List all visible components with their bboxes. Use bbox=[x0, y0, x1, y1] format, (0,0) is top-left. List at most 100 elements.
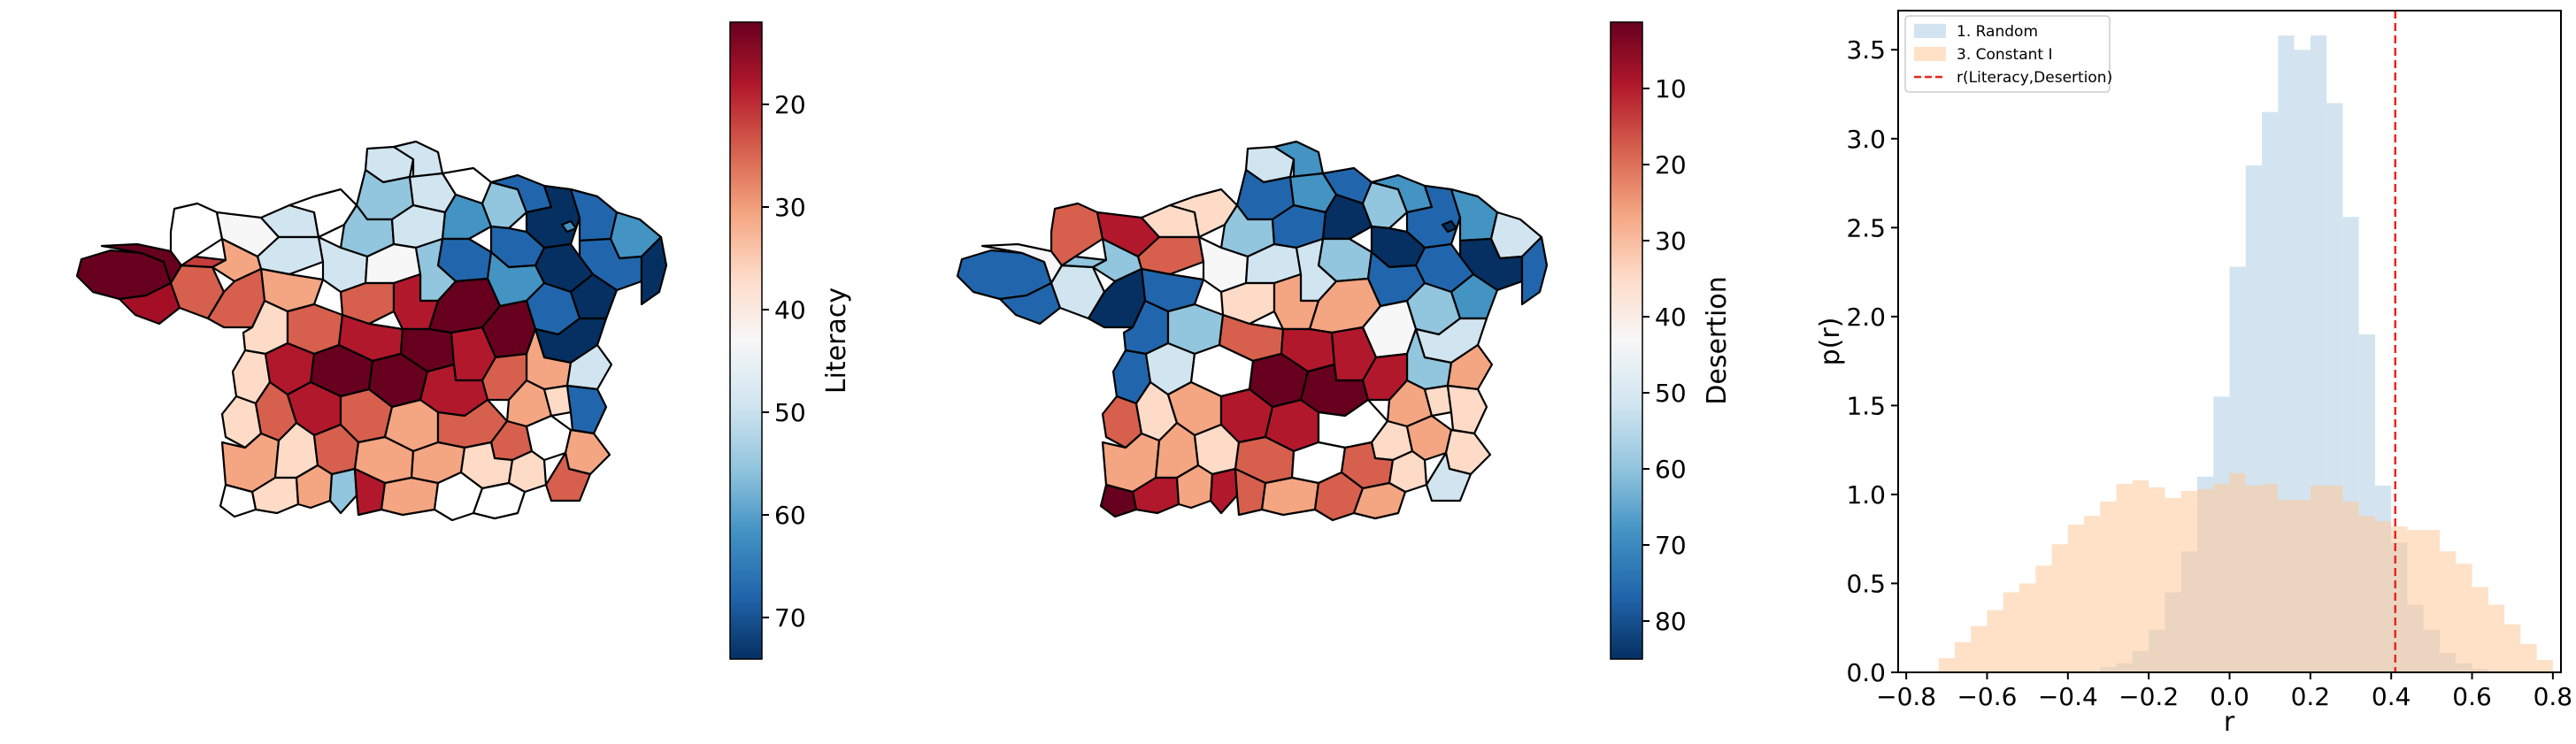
y-tick-label: 2.0 bbox=[1846, 303, 1886, 332]
y-tick-label: 2.5 bbox=[1846, 213, 1886, 242]
map-region bbox=[169, 202, 224, 267]
colorbar-tick-label: 60 bbox=[1655, 455, 1687, 484]
histogram-bar-constant bbox=[2067, 525, 2085, 672]
histogram-bar-constant bbox=[1987, 610, 2003, 672]
histogram-bar-constant bbox=[2262, 483, 2279, 672]
map-region bbox=[1446, 384, 1488, 435]
colorbar-tick-label: 40 bbox=[774, 295, 806, 325]
y-tick-label: 3.0 bbox=[1846, 125, 1886, 154]
colorbar-label: Literacy bbox=[821, 288, 852, 394]
legend-label-constant: 3. Constant I bbox=[1957, 46, 2052, 64]
colorbar-tick-label: 60 bbox=[774, 501, 806, 530]
histogram-bar-constant bbox=[2504, 624, 2521, 672]
histogram-bar-constant bbox=[2374, 521, 2392, 672]
x-tick-label: −0.4 bbox=[2038, 682, 2098, 711]
desertion-colorbar-ticks bbox=[1642, 88, 1649, 622]
colorbar-tick-label: 30 bbox=[774, 193, 806, 222]
histogram-bar-constant bbox=[2035, 565, 2052, 672]
histogram-bar-constant bbox=[2294, 499, 2311, 672]
map-region bbox=[544, 451, 592, 502]
histogram-bar-constant bbox=[2310, 485, 2327, 672]
x-tick-label: 0.0 bbox=[2210, 682, 2249, 711]
desertion-map-panel: 10 20 30 40 50 60 70 80 Desertion bbox=[956, 21, 1733, 660]
colorbar-tick-label: 70 bbox=[774, 603, 806, 633]
histogram-legend: 1. Random 3. Constant I r(Literacy,Deser… bbox=[1904, 15, 2112, 93]
colorbar-tick-label: 20 bbox=[1655, 150, 1687, 180]
map-region bbox=[1446, 343, 1494, 391]
histogram-bar-constant bbox=[1938, 657, 1955, 672]
histogram-bar-constant bbox=[1971, 625, 1988, 672]
map-region bbox=[206, 267, 266, 329]
histogram-bar-constant bbox=[2278, 499, 2295, 672]
map-region bbox=[1050, 202, 1104, 267]
histogram-bar-constant bbox=[2116, 483, 2133, 672]
histogram-bar-constant bbox=[1954, 641, 1972, 672]
x-tick-label: 0.8 bbox=[2534, 682, 2573, 711]
colorbar-tick-label: 40 bbox=[1655, 303, 1687, 332]
histogram-bar-constant bbox=[2439, 551, 2457, 672]
histogram-bar-constant bbox=[2003, 592, 2020, 672]
map-region bbox=[1087, 267, 1147, 329]
colorbar-label: Desertion bbox=[1702, 276, 1733, 404]
map-region bbox=[472, 481, 527, 520]
map-region bbox=[565, 384, 608, 435]
histogram-bar-constant bbox=[2165, 497, 2181, 672]
desertion-map bbox=[956, 140, 1549, 522]
histogram-bar-constant bbox=[2196, 488, 2214, 672]
map-region bbox=[1260, 476, 1320, 517]
histogram-bar-constant bbox=[2213, 483, 2230, 672]
histogram-bar-constant bbox=[2132, 479, 2149, 672]
colorbar-tick-label: 50 bbox=[774, 398, 806, 427]
legend-label-random: 1. Random bbox=[1957, 23, 2038, 41]
x-tick-label: −0.8 bbox=[1876, 682, 1936, 711]
histogram-bar-constant bbox=[2342, 501, 2359, 672]
histogram-bar-constant bbox=[2019, 583, 2036, 672]
literacy-colorbar: 20 30 40 50 60 70 Literacy bbox=[729, 21, 852, 660]
colorbar-tick-label: 80 bbox=[1655, 607, 1687, 636]
histogram-bar-constant bbox=[2472, 587, 2488, 672]
colorbar-tick-label: 20 bbox=[774, 90, 806, 119]
histogram-bar-constant bbox=[2536, 659, 2553, 672]
histogram-bar-constant bbox=[2488, 604, 2505, 672]
histogram-bar-constant bbox=[2391, 526, 2408, 672]
histogram-x-label: r bbox=[2224, 707, 2235, 738]
literacy-map bbox=[75, 140, 668, 522]
histogram-bar-constant bbox=[2326, 485, 2343, 672]
map-region bbox=[560, 219, 578, 234]
map-region bbox=[1425, 451, 1473, 502]
y-tick-label: 0.5 bbox=[1846, 569, 1886, 598]
colorbar-gradient bbox=[729, 21, 763, 660]
legend-label-vline: r(Literacy,Desertion) bbox=[1957, 69, 2112, 87]
legend-swatch-random bbox=[1914, 24, 1946, 38]
histogram-bar-constant bbox=[2423, 530, 2440, 672]
map-region bbox=[1444, 428, 1492, 476]
map-region bbox=[1099, 483, 1138, 518]
map-region bbox=[1234, 467, 1267, 517]
histogram-bar-constant bbox=[2520, 643, 2537, 672]
histogram-bar-constant bbox=[2180, 490, 2197, 672]
map-region bbox=[564, 428, 611, 476]
histogram-bars bbox=[1938, 35, 2553, 673]
map-region bbox=[353, 467, 387, 517]
legend-frame bbox=[1904, 15, 2111, 93]
literacy-colorbar-ticks bbox=[762, 104, 769, 618]
map-region bbox=[380, 476, 440, 517]
map-region bbox=[640, 235, 668, 306]
x-tick-label: 0.6 bbox=[2452, 682, 2492, 711]
histogram-y-label: p(r) bbox=[1815, 318, 1846, 366]
y-tick-label: 0.0 bbox=[1846, 658, 1886, 687]
legend-swatch-constant bbox=[1914, 47, 1946, 61]
map-region bbox=[1209, 467, 1239, 515]
histogram-bar-constant bbox=[2229, 472, 2246, 672]
histogram-bar-constant bbox=[2100, 501, 2117, 672]
map-region bbox=[219, 483, 258, 518]
histogram-panel: −0.8 −0.6 −0.4 −0.2 0.0 0.2 0.4 0.6 0.8 0.0 0.5 1.… bbox=[1815, 10, 2573, 738]
histogram-bar-constant bbox=[2407, 530, 2424, 672]
y-tick-label: 1.0 bbox=[1846, 480, 1886, 510]
x-tick-label: 0.4 bbox=[2372, 682, 2411, 711]
histogram-bar-constant bbox=[2456, 564, 2472, 672]
colorbar-tick-label: 10 bbox=[1655, 74, 1687, 104]
literacy-map-panel: 20 30 40 50 60 70 Literacy bbox=[75, 21, 852, 660]
histogram-bar-constant bbox=[2084, 516, 2101, 672]
